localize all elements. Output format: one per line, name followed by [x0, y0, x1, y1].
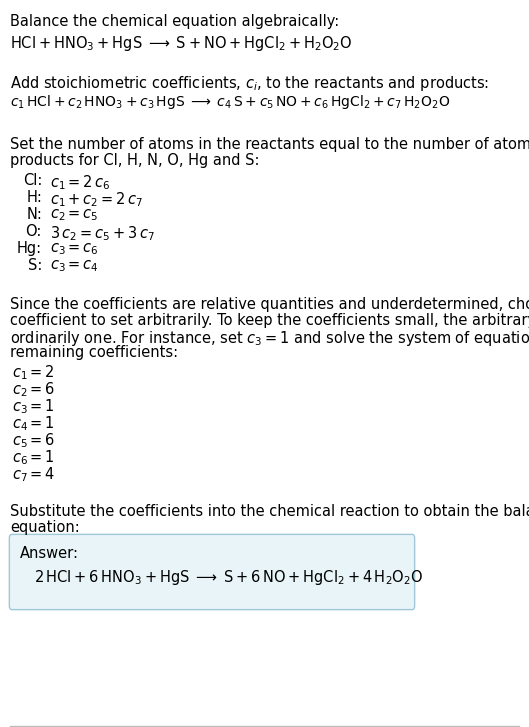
- Text: equation:: equation:: [10, 520, 80, 535]
- Text: Add stoichiometric coefficients, $c_i$, to the reactants and products:: Add stoichiometric coefficients, $c_i$, …: [10, 74, 489, 93]
- Text: $c_1 = 2\,c_6$: $c_1 = 2\,c_6$: [50, 173, 111, 192]
- Text: Cl:: Cl:: [23, 173, 42, 188]
- Text: $c_7 = 4$: $c_7 = 4$: [12, 465, 56, 483]
- Text: Hg:: Hg:: [17, 241, 42, 256]
- Text: O:: O:: [25, 224, 42, 239]
- Text: Set the number of atoms in the reactants equal to the number of atoms in the: Set the number of atoms in the reactants…: [10, 137, 529, 152]
- Text: $c_3 = 1$: $c_3 = 1$: [12, 397, 55, 416]
- Text: S:: S:: [28, 258, 42, 273]
- Text: $c_1\,\mathrm{HCl} + c_2\,\mathrm{HNO_3} + c_3\,\mathrm{HgS} \;\longrightarrow\;: $c_1\,\mathrm{HCl} + c_2\,\mathrm{HNO_3}…: [10, 93, 450, 111]
- Text: $3\,c_2 = c_5 + 3\,c_7$: $3\,c_2 = c_5 + 3\,c_7$: [50, 224, 155, 243]
- Text: $c_4 = 1$: $c_4 = 1$: [12, 414, 55, 433]
- Text: products for Cl, H, N, O, Hg and S:: products for Cl, H, N, O, Hg and S:: [10, 153, 260, 168]
- Text: ordinarily one. For instance, set $c_3 = 1$ and solve the system of equations fo: ordinarily one. For instance, set $c_3 =…: [10, 329, 529, 348]
- Text: Balance the chemical equation algebraically:: Balance the chemical equation algebraica…: [10, 14, 339, 29]
- Text: coefficient to set arbitrarily. To keep the coefficients small, the arbitrary va: coefficient to set arbitrarily. To keep …: [10, 313, 529, 328]
- Text: Substitute the coefficients into the chemical reaction to obtain the balanced: Substitute the coefficients into the che…: [10, 504, 529, 519]
- Text: $\mathrm{HCl + HNO_3 + HgS \;\longrightarrow\; S + NO + HgCl_2 + H_2O_2O}$: $\mathrm{HCl + HNO_3 + HgS \;\longrighta…: [10, 34, 353, 53]
- Text: Answer:: Answer:: [20, 546, 79, 561]
- Text: remaining coefficients:: remaining coefficients:: [10, 345, 178, 360]
- Text: $c_2 = 6$: $c_2 = 6$: [12, 380, 56, 398]
- Text: Since the coefficients are relative quantities and underdetermined, choose a: Since the coefficients are relative quan…: [10, 297, 529, 312]
- Text: N:: N:: [26, 207, 42, 222]
- Text: $c_5 = 6$: $c_5 = 6$: [12, 431, 56, 450]
- Text: $c_6 = 1$: $c_6 = 1$: [12, 448, 55, 467]
- Text: $c_1 + c_2 = 2\,c_7$: $c_1 + c_2 = 2\,c_7$: [50, 190, 143, 209]
- Text: $c_2 = c_5$: $c_2 = c_5$: [50, 207, 98, 222]
- Text: $2\,\mathrm{HCl} + 6\,\mathrm{HNO_3} + \mathrm{HgS} \;\longrightarrow\; \mathrm{: $2\,\mathrm{HCl} + 6\,\mathrm{HNO_3} + \…: [34, 568, 423, 587]
- Text: $c_1 = 2$: $c_1 = 2$: [12, 363, 55, 382]
- FancyBboxPatch shape: [10, 534, 415, 610]
- Text: H:: H:: [26, 190, 42, 205]
- Text: $c_3 = c_6$: $c_3 = c_6$: [50, 241, 99, 257]
- Text: $c_3 = c_4$: $c_3 = c_4$: [50, 258, 99, 273]
